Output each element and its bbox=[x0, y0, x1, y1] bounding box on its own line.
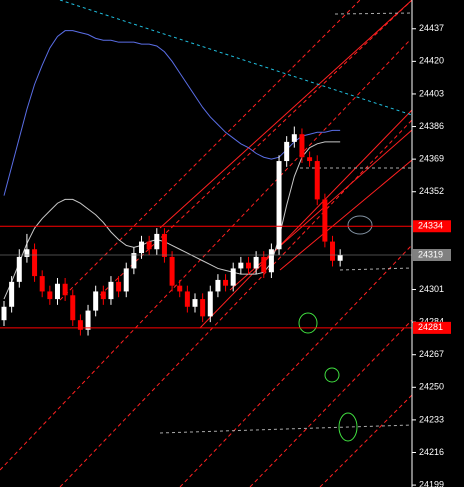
candle-body bbox=[123, 268, 129, 292]
candle-body bbox=[47, 291, 53, 300]
y-tick-label: 24250 bbox=[419, 382, 444, 392]
channel-solid bbox=[159, 0, 413, 329]
candle-body bbox=[322, 199, 328, 242]
candle-body bbox=[100, 291, 106, 300]
candle-body bbox=[200, 299, 206, 317]
ellipses bbox=[298, 215, 373, 442]
candle-body bbox=[307, 157, 313, 162]
trend-line bbox=[279, 159, 413, 271]
candle-body bbox=[169, 256, 175, 286]
candle-body bbox=[314, 161, 320, 200]
candle-body bbox=[1, 306, 7, 321]
indicator-line bbox=[3, 30, 341, 196]
candle-body bbox=[291, 134, 297, 142]
candle-body bbox=[161, 233, 167, 257]
level bbox=[339, 267, 413, 271]
indicator-line bbox=[3, 141, 341, 300]
candle-body bbox=[16, 256, 22, 282]
y-tick-label: 24386 bbox=[419, 121, 444, 131]
ellipse bbox=[347, 215, 373, 235]
candle-body bbox=[108, 281, 114, 300]
candle-body bbox=[139, 241, 145, 254]
candle-body bbox=[207, 291, 213, 317]
y-tick-label: 24216 bbox=[419, 447, 444, 457]
candle-body bbox=[62, 283, 68, 296]
candle-body bbox=[77, 320, 83, 330]
y-tick-label: 24352 bbox=[419, 186, 444, 196]
candle-body bbox=[192, 299, 198, 307]
y-tick-label: 24199 bbox=[419, 479, 444, 487]
trend-line bbox=[94, 0, 413, 301]
candle-body bbox=[284, 141, 290, 162]
trend-line bbox=[159, 0, 413, 229]
candle-body bbox=[24, 249, 30, 257]
ellipse bbox=[338, 412, 358, 442]
trend-line bbox=[59, 0, 361, 301]
ellipse bbox=[298, 312, 318, 334]
cyan-trend bbox=[59, 0, 413, 116]
level bbox=[159, 424, 413, 434]
candle-body bbox=[70, 295, 76, 321]
candle-body bbox=[230, 268, 236, 286]
candle-body bbox=[261, 256, 267, 273]
candle-body bbox=[154, 233, 160, 250]
price-label-box bbox=[413, 220, 451, 233]
price-label: 24281 bbox=[418, 322, 443, 332]
price-label-box bbox=[413, 249, 451, 262]
trend-line bbox=[199, 109, 413, 329]
y-tick-label: 24369 bbox=[419, 154, 444, 164]
candle-body bbox=[245, 262, 251, 269]
candle-body bbox=[330, 241, 336, 261]
trend-line bbox=[249, 319, 413, 487]
candle-body bbox=[223, 279, 229, 286]
y-tick-label: 24403 bbox=[419, 88, 444, 98]
y-tick-label: 24233 bbox=[419, 414, 444, 424]
candle-body bbox=[146, 241, 152, 250]
y-tick-label: 24437 bbox=[419, 23, 444, 33]
candle-body bbox=[337, 255, 343, 261]
candle-body bbox=[32, 249, 38, 277]
level bbox=[334, 12, 413, 15]
candle-body bbox=[177, 285, 183, 292]
candle-body bbox=[299, 134, 305, 158]
candle-body bbox=[131, 253, 137, 269]
candle-body bbox=[215, 279, 221, 292]
candle-body bbox=[116, 281, 122, 292]
trend-line bbox=[319, 394, 413, 487]
candle-body bbox=[268, 249, 274, 273]
candle-body bbox=[9, 281, 15, 307]
ellipse bbox=[324, 367, 340, 383]
y-tick-label: 24267 bbox=[419, 349, 444, 359]
candle-body bbox=[238, 262, 244, 269]
price-label: 24334 bbox=[418, 221, 443, 231]
candle-body bbox=[184, 291, 190, 307]
y-tick-label: 24301 bbox=[419, 284, 444, 294]
candle-body bbox=[85, 310, 91, 330]
candle-body bbox=[253, 256, 259, 269]
candle-body bbox=[54, 283, 60, 300]
trend-line bbox=[229, 129, 413, 291]
y-tick-label: 24420 bbox=[419, 56, 444, 66]
y-tick-label: 24284 bbox=[419, 316, 444, 326]
candle-body bbox=[276, 161, 282, 250]
price-label-box bbox=[413, 321, 451, 334]
price-label: 24319 bbox=[418, 249, 443, 259]
candle-body bbox=[93, 291, 99, 311]
candle-body bbox=[39, 276, 45, 292]
